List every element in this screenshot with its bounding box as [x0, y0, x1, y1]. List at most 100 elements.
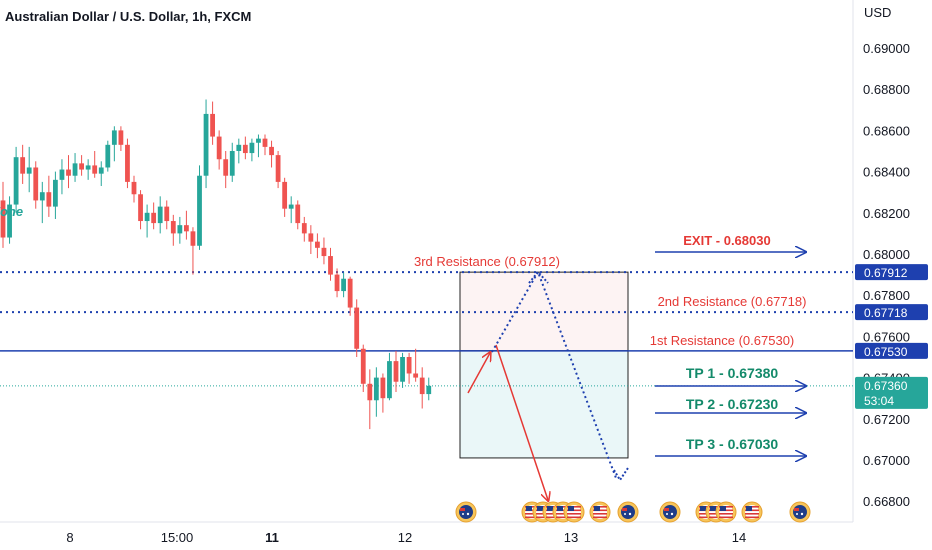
level-badge-2 — [855, 304, 928, 321]
usa-flag-icon[interactable] — [563, 501, 585, 523]
candle-body — [387, 361, 392, 399]
price-axis[interactable]: 0.69000 0.68800 0.68600 0.68400 0.68200 0.680… — [863, 41, 910, 509]
candle-body — [85, 165, 91, 170]
current-price-badge — [855, 376, 928, 409]
candle-body — [184, 225, 189, 232]
candle-body — [144, 212, 150, 222]
red-up-arrow — [467, 353, 490, 394]
tp-label-2: TP 2 - 0.67230 — [686, 396, 779, 412]
y-tick-label: 0.67000 — [863, 453, 910, 468]
current-price-text: 0.67360 — [864, 379, 908, 393]
x-tick-label: 12 — [398, 530, 412, 545]
australia-flag-icon[interactable] — [789, 501, 811, 523]
level-badge-text-3: 0.67530 — [864, 345, 908, 359]
exit-label: EXIT - 0.68030 — [683, 233, 770, 248]
y-tick-label: 0.67600 — [863, 329, 910, 344]
tp-label-1: TP 1 - 0.67380 — [686, 365, 779, 381]
chart-title: Australian Dollar / U.S. Dollar, 1h, FXC… — [5, 9, 251, 24]
candle-body — [301, 223, 307, 234]
candle-body — [216, 136, 222, 160]
candle-body — [79, 163, 84, 170]
candle-body — [72, 163, 78, 176]
candle-body — [131, 181, 137, 195]
y-tick-label: 0.69000 — [863, 41, 910, 56]
target-zone-box — [459, 350, 629, 459]
candle-body — [334, 274, 340, 292]
australia-flag-icon[interactable] — [659, 501, 681, 523]
y-tick-label: 0.68800 — [863, 82, 910, 97]
candle-body — [13, 157, 19, 205]
resistance-zone-box — [459, 271, 629, 352]
candle-body — [282, 181, 288, 209]
candle-body — [7, 204, 12, 238]
australia-flag-icon[interactable] — [455, 501, 477, 523]
candle-body — [262, 138, 268, 147]
candle-body — [203, 113, 209, 176]
y-tick-label: 0.67800 — [863, 288, 910, 303]
y-tick-label: 0.68200 — [863, 206, 910, 221]
candle-body — [380, 377, 386, 399]
usa-flag-icon[interactable] — [715, 501, 737, 523]
candle-body — [308, 233, 314, 242]
countdown-text: 53:04 — [864, 394, 894, 408]
resistance-label-3: 1st Resistance (0.67530) — [650, 333, 795, 348]
x-tick-label: 14 — [732, 530, 746, 545]
candle-body — [367, 383, 373, 401]
candle-body — [419, 377, 425, 395]
candle-body — [354, 307, 360, 349]
economic-events — [455, 501, 811, 523]
y-tick-label: 0.67200 — [863, 412, 910, 427]
candle-body — [242, 144, 248, 154]
x-tick-label: 13 — [564, 530, 578, 545]
candle-body — [400, 357, 405, 382]
candle-body — [249, 142, 255, 154]
candle-body — [39, 192, 45, 201]
red-down-arrow — [495, 344, 548, 500]
candle-body — [426, 385, 432, 395]
candle-body — [341, 278, 346, 292]
candle-body — [125, 144, 130, 182]
usa-flag-icon[interactable] — [741, 501, 763, 523]
candle-body — [26, 167, 32, 174]
candle-body — [275, 155, 281, 182]
candle-body — [33, 167, 39, 201]
candle-body — [157, 206, 163, 224]
candle-body — [413, 373, 419, 378]
x-tick-label: 15:00 — [161, 530, 194, 545]
y-tick-label: 0.68400 — [863, 165, 910, 180]
candle-body — [321, 247, 327, 257]
y-tick-label: 0.68600 — [863, 123, 910, 138]
candle-body — [328, 256, 333, 275]
blue-dotted-tip — [613, 467, 629, 482]
time-axis[interactable]: 8 15:00 11 12 13 14 — [66, 530, 746, 545]
usa-flag-icon[interactable] — [589, 501, 611, 523]
candle-body — [92, 165, 98, 174]
candle-body — [347, 278, 353, 308]
resistance-label-2: 2nd Resistance (0.67718) — [658, 294, 807, 309]
candle-body — [315, 241, 320, 248]
candle-body — [190, 231, 196, 246]
candle-body — [59, 169, 65, 180]
resistance-levels: 3rd Resistance (0.67912) 2nd Resistance (… — [0, 254, 853, 352]
resistance-label-1: 3rd Resistance (0.67912) — [414, 254, 560, 269]
candle-body — [46, 192, 52, 207]
candle-body — [288, 204, 294, 209]
candle-body — [256, 138, 261, 143]
level-badge-text-1: 0.67912 — [864, 266, 908, 280]
x-tick-label: 8 — [66, 530, 73, 545]
candle-body — [373, 377, 379, 401]
partial-zone-label: Zone — [0, 204, 23, 219]
candle-body — [229, 151, 235, 176]
candle-body — [223, 159, 229, 176]
candle-body — [138, 194, 143, 222]
australia-flag-icon[interactable] — [617, 501, 639, 523]
blue-dotted-peak — [528, 270, 549, 284]
trade-drawings: EXIT - 0.68030 TP 1 - 0.67380 TP 2 - 0.672… — [467, 233, 806, 500]
candle-body — [66, 169, 71, 176]
candle-body — [53, 179, 58, 207]
x-tick-label: 11 — [265, 530, 279, 545]
currency-label: USD — [864, 5, 891, 20]
level-badge-text-2: 0.67718 — [864, 306, 908, 320]
